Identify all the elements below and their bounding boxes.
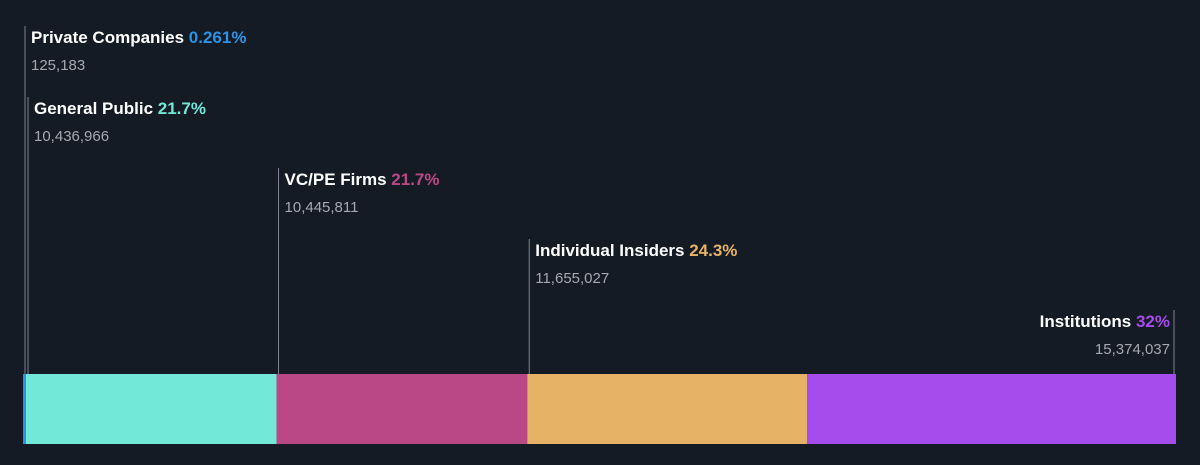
bar-segment-general-public	[26, 374, 277, 444]
segment-label-general-public: General Public 21.7%	[34, 99, 206, 118]
segment-shares-vc-pe-firms: 10,445,811	[285, 199, 359, 216]
bar-segment-private-companies	[23, 374, 26, 444]
bar-segment-individual-insiders	[527, 374, 807, 444]
segment-name: General Public	[34, 99, 153, 118]
segment-percent: 0.261%	[184, 28, 246, 47]
segment-label-private-companies: Private Companies 0.261%	[31, 28, 246, 47]
segment-label-institutions: Institutions 32%	[1040, 312, 1170, 331]
segment-shares-institutions: 15,374,037	[1095, 341, 1170, 358]
segment-shares-private-companies: 125,183	[31, 57, 85, 74]
segment-name: VC/PE Firms	[285, 170, 387, 189]
segment-name: Private Companies	[31, 28, 184, 47]
segment-name: Institutions	[1040, 312, 1132, 331]
segment-shares-general-public: 10,436,966	[34, 128, 109, 145]
segment-label-individual-insiders: Individual Insiders 24.3%	[535, 241, 737, 260]
segment-percent: 21.7%	[387, 170, 440, 189]
segment-percent: 21.7%	[153, 99, 206, 118]
bar-segment-institutions	[806, 374, 1176, 444]
segment-name: Individual Insiders	[535, 241, 684, 260]
segment-label-vc-pe-firms: VC/PE Firms 21.7%	[285, 170, 440, 189]
bar-segment-vc-pe-firms	[276, 374, 528, 444]
segment-percent: 24.3%	[685, 241, 738, 260]
segment-percent: 32%	[1131, 312, 1170, 331]
segment-shares-individual-insiders: 11,655,027	[535, 270, 609, 287]
